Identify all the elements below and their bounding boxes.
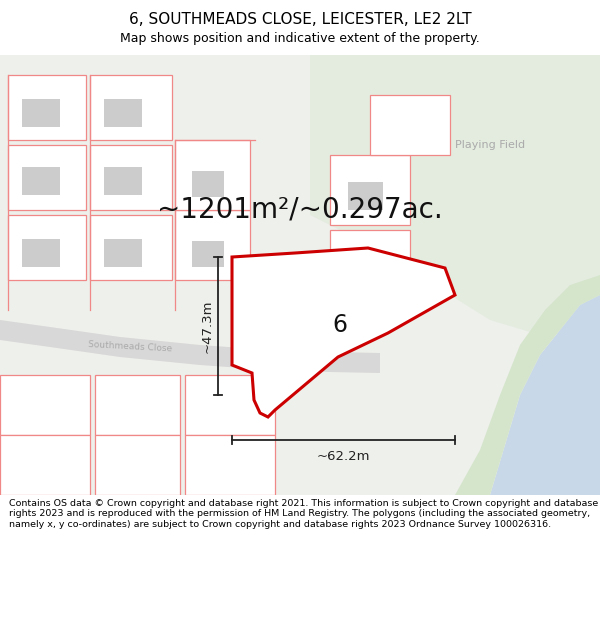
Text: Playing Field: Playing Field bbox=[455, 140, 525, 150]
Text: Southmeads Close: Southmeads Close bbox=[88, 340, 172, 354]
Bar bbox=[90, 75, 172, 140]
Polygon shape bbox=[232, 248, 455, 417]
Bar bbox=[90, 215, 172, 280]
Text: 6: 6 bbox=[332, 313, 347, 337]
Polygon shape bbox=[490, 295, 600, 495]
Polygon shape bbox=[310, 55, 600, 335]
Bar bbox=[330, 155, 410, 225]
Bar bbox=[104, 239, 142, 267]
Bar bbox=[95, 375, 180, 435]
Polygon shape bbox=[0, 320, 380, 373]
Bar bbox=[95, 435, 180, 495]
Bar bbox=[22, 99, 60, 127]
Bar bbox=[0, 435, 90, 495]
Text: Map shows position and indicative extent of the property.: Map shows position and indicative extent… bbox=[120, 32, 480, 45]
Polygon shape bbox=[455, 275, 600, 495]
Bar bbox=[0, 375, 90, 435]
Bar bbox=[192, 171, 224, 197]
Bar bbox=[175, 210, 250, 280]
Bar bbox=[192, 241, 224, 267]
Bar bbox=[104, 99, 142, 127]
Bar bbox=[185, 375, 275, 435]
Bar bbox=[22, 167, 60, 195]
Bar bbox=[175, 140, 250, 210]
Text: ~1201m²/~0.297ac.: ~1201m²/~0.297ac. bbox=[157, 196, 443, 224]
Text: ~62.2m: ~62.2m bbox=[317, 450, 370, 463]
Text: 6, SOUTHMEADS CLOSE, LEICESTER, LE2 2LT: 6, SOUTHMEADS CLOSE, LEICESTER, LE2 2LT bbox=[128, 12, 472, 27]
Bar bbox=[22, 239, 60, 267]
Bar bbox=[8, 75, 86, 140]
Bar bbox=[370, 95, 450, 155]
Bar bbox=[104, 167, 142, 195]
Bar bbox=[8, 215, 86, 280]
Bar bbox=[330, 230, 410, 300]
Text: ~47.3m: ~47.3m bbox=[200, 299, 214, 352]
Bar bbox=[8, 145, 86, 210]
Bar bbox=[90, 145, 172, 210]
Bar bbox=[348, 182, 383, 210]
Bar bbox=[348, 255, 383, 283]
Text: Contains OS data © Crown copyright and database right 2021. This information is : Contains OS data © Crown copyright and d… bbox=[9, 499, 598, 529]
Bar bbox=[185, 435, 275, 495]
